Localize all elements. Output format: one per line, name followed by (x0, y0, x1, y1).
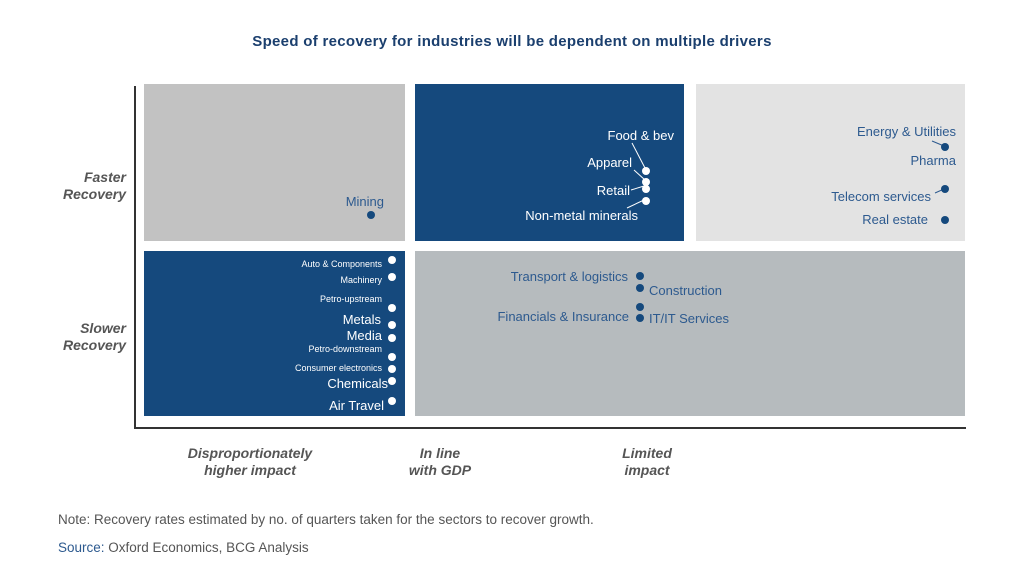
dot-telecom-services (941, 185, 949, 193)
quadrant-slower-high-impact (144, 251, 405, 416)
label-real-estate: Real estate (862, 212, 928, 227)
quadrant-slower-gdp-limited (415, 251, 965, 416)
label-air-travel: Air Travel (329, 398, 384, 413)
label-chemicals: Chemicals (327, 376, 388, 391)
source-key: Source: (58, 540, 105, 555)
label-media: Media (346, 328, 382, 343)
label-mining: Mining (345, 194, 384, 209)
y-label-faster-text: Faster Recovery (62, 169, 126, 202)
label-retail: Retail (596, 183, 630, 198)
label-non-metal-minerals: Non-metal minerals (525, 208, 638, 223)
dot-mining (367, 211, 375, 219)
label-machinery: Machinery (340, 275, 382, 285)
label-it-services: IT/IT Services (649, 311, 729, 326)
dot-energy-utilities (941, 143, 949, 151)
dot-it-services (636, 314, 644, 322)
quadrant-faster-gdp (415, 84, 684, 241)
x-label-limited: Limited impact (622, 445, 672, 478)
quadrant-faster-limited (696, 84, 965, 241)
dot-auto-components (388, 256, 396, 264)
label-financials-insurance: Financials & Insurance (497, 309, 629, 324)
dot-transport-logistics (636, 272, 644, 280)
label-energy-utilities: Energy & Utilities (857, 124, 956, 139)
label-petro-upstream: Petro-upstream (319, 294, 382, 304)
dot-consumer-electronics (388, 365, 396, 373)
x-axis-line (134, 427, 966, 429)
dot-metals (388, 321, 396, 329)
leader-non-metal (626, 199, 645, 209)
dot-petro-downstream (388, 353, 396, 361)
chart-title: Speed of recovery for industries will be… (252, 33, 772, 50)
dot-air-travel (388, 397, 396, 405)
dot-machinery (388, 273, 396, 281)
label-petro-downstream: Petro-downstream (308, 344, 382, 354)
dot-construction (636, 284, 644, 292)
label-food-bev: Food & bev (607, 128, 675, 143)
dot-petro-upstream (388, 304, 396, 312)
dot-retail (642, 185, 650, 193)
leader-food-bev (631, 142, 646, 169)
quadrant-faster-high-impact (144, 84, 405, 241)
dot-financials-insurance (636, 303, 644, 311)
dot-chemicals (388, 377, 396, 385)
y-label-faster: Faster Recovery (16, 169, 126, 203)
dot-media (388, 334, 396, 342)
y-label-slower-text: Slower Recovery (62, 320, 126, 353)
y-axis-line (134, 86, 136, 429)
label-consumer-electronics: Consumer electronics (294, 363, 382, 373)
label-construction: Construction (649, 283, 722, 298)
x-label-gdp: In line with GDP (408, 445, 472, 478)
dot-non-metal-minerals (642, 197, 650, 205)
dot-real-estate (941, 216, 949, 224)
y-label-slower: Slower Recovery (16, 320, 126, 354)
source-value: Oxford Economics, BCG Analysis (104, 540, 309, 555)
label-apparel: Apparel (587, 155, 632, 170)
leader-retail (630, 185, 645, 191)
dot-apparel (642, 178, 650, 186)
label-transport-logistics: Transport & logistics (510, 269, 628, 284)
label-pharma: Pharma (910, 153, 956, 168)
footnote: Note: Recovery rates estimated by no. of… (58, 512, 594, 527)
dot-food-bev (642, 167, 650, 175)
x-label-high-impact: Disproportionately higher impact (187, 445, 313, 478)
source-line: Source: Oxford Economics, BCG Analysis (58, 540, 309, 555)
label-metals: Metals (342, 312, 381, 327)
label-auto-components: Auto & Components (301, 259, 382, 269)
label-telecom-services: Telecom services (831, 189, 931, 204)
